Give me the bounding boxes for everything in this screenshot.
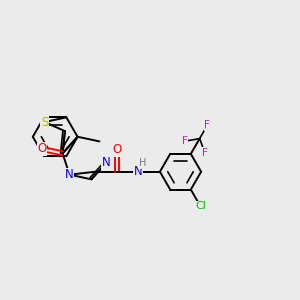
Text: F: F xyxy=(202,148,208,158)
Text: F: F xyxy=(204,120,210,130)
Text: F: F xyxy=(182,136,188,146)
Text: O: O xyxy=(37,142,46,155)
Text: N: N xyxy=(65,168,74,181)
Text: O: O xyxy=(112,143,121,156)
Text: H: H xyxy=(139,158,146,169)
Text: Cl: Cl xyxy=(195,201,206,211)
Text: N: N xyxy=(134,165,142,178)
Text: N: N xyxy=(102,156,111,169)
Text: S: S xyxy=(41,116,48,128)
